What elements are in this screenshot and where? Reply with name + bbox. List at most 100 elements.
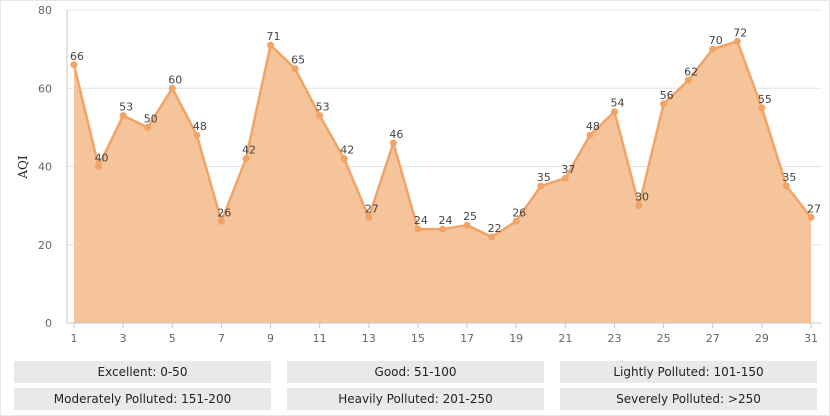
area-fill bbox=[74, 41, 811, 324]
data-label: 26 bbox=[512, 206, 526, 219]
legend-severely-polluted-label: Severely Polluted: >250 bbox=[616, 392, 761, 406]
legend-excellent: Excellent: 0-50 bbox=[14, 361, 271, 383]
x-tick-label: 27 bbox=[706, 332, 720, 345]
marker-layer bbox=[70, 37, 815, 241]
data-point bbox=[70, 61, 78, 69]
x-tick-label: 29 bbox=[755, 332, 769, 345]
data-point bbox=[610, 108, 618, 116]
data-label: 48 bbox=[193, 120, 207, 133]
data-point bbox=[537, 182, 545, 190]
data-point bbox=[684, 76, 692, 84]
data-point bbox=[119, 112, 127, 120]
x-tick-label: 13 bbox=[362, 332, 376, 345]
y-tick-label: 80 bbox=[38, 4, 52, 17]
data-point bbox=[807, 213, 815, 221]
legend-lightly-polluted: Lightly Polluted: 101-150 bbox=[560, 361, 817, 383]
label-layer: 66 40 53 50 60 48 26 42 71 65 53 42 27 46 24 24 25 22 26 35… bbox=[70, 26, 821, 235]
y-tick-label: 0 bbox=[45, 317, 52, 330]
data-label: 24 bbox=[439, 214, 453, 227]
legend-good-label: Good: 51-100 bbox=[374, 365, 457, 379]
x-tick-label: 11 bbox=[313, 332, 327, 345]
legend-moderately-polluted: Moderately Polluted: 151-200 bbox=[14, 388, 271, 410]
legend-excellent-label: Excellent: 0-50 bbox=[97, 365, 188, 379]
data-label: 72 bbox=[733, 26, 747, 39]
data-point bbox=[217, 217, 225, 225]
data-point bbox=[439, 225, 446, 233]
data-label: 40 bbox=[95, 152, 109, 165]
data-label: 25 bbox=[463, 210, 477, 223]
y-tick-label: 40 bbox=[38, 161, 52, 174]
legend-good: Good: 51-100 bbox=[287, 361, 544, 383]
data-label: 27 bbox=[807, 202, 821, 215]
data-label: 50 bbox=[144, 112, 158, 125]
data-label: 30 bbox=[635, 191, 649, 204]
x-tick-label: 3 bbox=[120, 332, 127, 345]
data-label: 24 bbox=[414, 214, 428, 227]
y-axis-title: AQI bbox=[16, 155, 30, 180]
x-tick-label: 9 bbox=[267, 332, 274, 345]
data-label: 60 bbox=[168, 73, 182, 86]
data-point bbox=[242, 155, 250, 163]
legend-severely-polluted: Severely Polluted: >250 bbox=[560, 388, 817, 410]
data-point bbox=[758, 104, 766, 112]
legend-heavily-polluted-label: Heavily Polluted: 201-250 bbox=[338, 392, 493, 406]
data-point bbox=[782, 182, 790, 190]
data-point bbox=[365, 213, 373, 221]
data-point bbox=[586, 131, 594, 139]
data-point bbox=[291, 65, 299, 73]
data-label: 56 bbox=[660, 89, 674, 102]
data-label: 53 bbox=[316, 101, 330, 114]
data-point bbox=[168, 84, 176, 92]
x-tick-label: 23 bbox=[607, 332, 621, 345]
data-label: 26 bbox=[217, 206, 231, 219]
legend-heavily-polluted: Heavily Polluted: 201-250 bbox=[287, 388, 544, 410]
data-point bbox=[463, 221, 471, 229]
x-tick-label: 15 bbox=[411, 332, 425, 345]
x-tick-label: 17 bbox=[460, 332, 474, 345]
data-point bbox=[316, 112, 324, 120]
area-layer bbox=[72, 40, 812, 324]
x-tick-label: 5 bbox=[169, 332, 176, 345]
data-label: 70 bbox=[709, 34, 723, 47]
data-label: 53 bbox=[119, 101, 133, 114]
data-label: 27 bbox=[365, 202, 379, 215]
data-label: 66 bbox=[70, 50, 84, 63]
data-point bbox=[709, 45, 717, 53]
x-tick-label: 31 bbox=[804, 332, 818, 345]
data-label: 55 bbox=[758, 93, 772, 106]
data-label: 62 bbox=[684, 65, 698, 78]
x-tick-label: 25 bbox=[657, 332, 671, 345]
data-label: 48 bbox=[586, 120, 600, 133]
x-tick-label: 19 bbox=[509, 332, 523, 345]
data-point bbox=[635, 202, 643, 210]
data-label: 42 bbox=[242, 144, 256, 157]
y-tick-label: 20 bbox=[38, 239, 52, 252]
data-point bbox=[193, 131, 201, 139]
data-point bbox=[733, 37, 741, 45]
x-tick-label: 1 bbox=[71, 332, 78, 345]
data-point bbox=[144, 123, 152, 131]
data-label: 71 bbox=[267, 30, 281, 43]
data-label: 22 bbox=[488, 222, 502, 235]
data-point bbox=[512, 217, 520, 225]
data-label: 54 bbox=[610, 97, 624, 110]
data-point bbox=[660, 100, 668, 108]
data-label: 37 bbox=[561, 163, 575, 176]
data-label: 42 bbox=[340, 144, 354, 157]
x-tick-label: 7 bbox=[218, 332, 225, 345]
y-tick-label: 60 bbox=[38, 82, 52, 95]
data-point bbox=[414, 225, 422, 233]
data-label: 65 bbox=[291, 54, 305, 67]
data-point bbox=[267, 41, 275, 49]
data-label: 46 bbox=[389, 128, 403, 141]
data-point bbox=[340, 155, 348, 163]
data-point bbox=[561, 174, 569, 182]
data-label: 35 bbox=[537, 171, 551, 184]
data-point bbox=[389, 139, 397, 147]
x-tick-label: 21 bbox=[558, 332, 572, 345]
data-point bbox=[95, 163, 103, 170]
data-label: 35 bbox=[782, 171, 796, 184]
data-point bbox=[488, 233, 496, 241]
